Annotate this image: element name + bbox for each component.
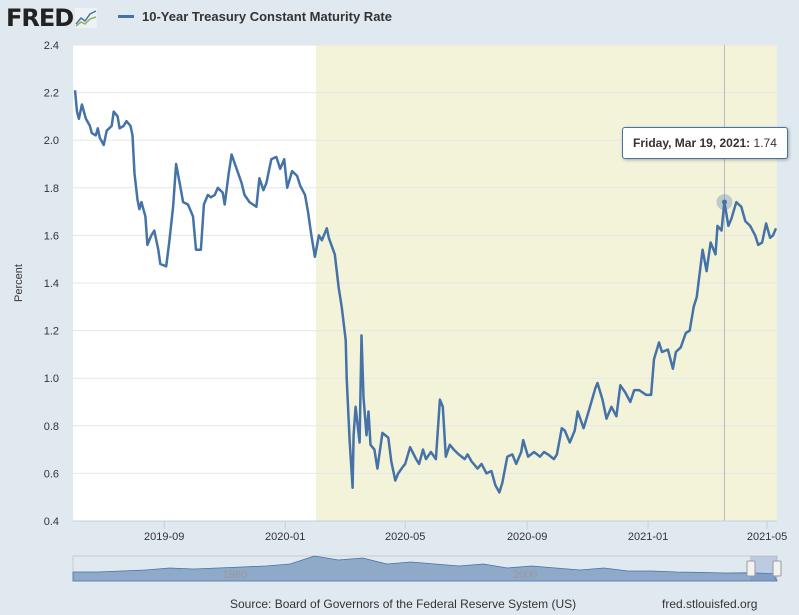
- y-tick-label: 1.6: [44, 230, 59, 242]
- fred-logo[interactable]: FRED: [6, 4, 98, 32]
- y-axis-label: Percent: [13, 264, 25, 302]
- navigator-handle[interactable]: [746, 560, 756, 577]
- x-tick-label: 2020-09: [507, 531, 547, 543]
- y-tick-label: 1.4: [44, 278, 59, 290]
- tooltip: Friday, Mar 19, 2021: 1.74: [622, 127, 788, 159]
- y-tick-label: 0.4: [44, 516, 59, 528]
- navigator-year-label: 2000: [513, 569, 537, 581]
- y-tick-label: 1.8: [44, 183, 59, 195]
- hover-point[interactable]: [721, 199, 727, 205]
- y-tick-label: 2.2: [44, 88, 59, 100]
- tooltip-value: 1.74: [753, 136, 777, 150]
- navigator-handle[interactable]: [772, 560, 782, 577]
- x-tick-label: 2021-05: [747, 531, 787, 543]
- tooltip-date: Friday, Mar 19, 2021:: [633, 136, 751, 150]
- chart-logo-icon: [75, 8, 98, 28]
- series-title: 10-Year Treasury Constant Maturity Rate: [142, 9, 392, 24]
- y-tick-label: 1.2: [44, 326, 59, 338]
- x-tick-label: 2020-01: [265, 531, 305, 543]
- x-tick-label: 2019-09: [144, 531, 184, 543]
- site-link[interactable]: fred.stlouisfed.org: [662, 597, 758, 611]
- y-tick-label: 2.0: [44, 135, 59, 147]
- logo-text: FRED: [6, 4, 74, 32]
- source-note: Source: Board of Governors of the Federa…: [230, 597, 577, 611]
- y-tick-label: 0.6: [44, 468, 59, 480]
- x-tick-label: 2021-01: [628, 531, 668, 543]
- navigator-series: [72, 555, 778, 582]
- navigator-year-label: 1980: [223, 569, 247, 581]
- legend-swatch: [118, 15, 134, 18]
- x-tick-label: 2020-05: [385, 531, 425, 543]
- legend-item[interactable]: 10-Year Treasury Constant Maturity Rate: [118, 9, 392, 24]
- series-line[interactable]: [73, 90, 778, 494]
- y-tick-label: 2.4: [44, 40, 59, 52]
- y-tick-label: 1.0: [44, 373, 59, 385]
- y-tick-label: 0.8: [44, 421, 59, 433]
